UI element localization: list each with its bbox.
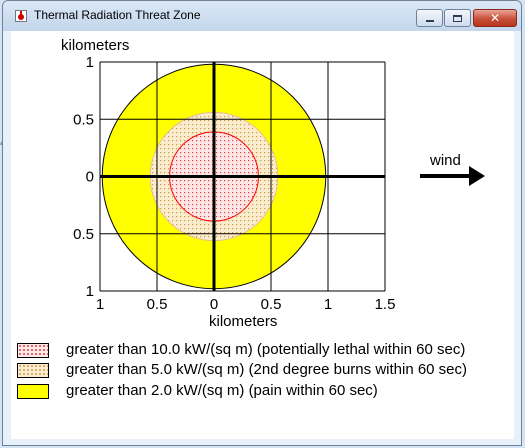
close-icon: ✕ — [489, 11, 501, 25]
app-icon[interactable] — [15, 10, 27, 22]
threat-zone-plot: 10.500.511 0.5 0 0.5 1 1.5 kilometers kilomet… — [61, 37, 485, 330]
legend-swatch-pain — [17, 384, 49, 399]
close-button[interactable]: ✕ — [473, 9, 517, 27]
client-area: 1 0.5 0 0.5 1 1 0.5 0 0.5 1 1.5 kilometers kilomet… — [11, 31, 514, 439]
minimize-icon — [425, 20, 434, 22]
y-axis-label: kilometers — [61, 37, 129, 54]
maximize-button[interactable] — [444, 9, 471, 27]
x-tick-label: 1.5 — [375, 296, 396, 313]
x-tick-label: 0.5 — [147, 296, 168, 313]
grid-layer — [99, 61, 386, 292]
legend-swatch-lethal — [17, 343, 49, 358]
tick-labels: 10.500.511 0.5 0 0.5 1 1.5 — [73, 54, 395, 313]
y-tick-label: 1 — [86, 283, 94, 300]
y-tick-label: 0 — [86, 169, 94, 186]
x-tick-label: 0 — [210, 296, 218, 313]
x-tick-label: 1 — [96, 296, 104, 313]
legend-text-lethal: greater than 10.0 kW/(sq m) (potentially… — [66, 341, 466, 358]
x-tick-label: 0.5 — [261, 296, 282, 313]
y-tick-label: 0.5 — [73, 111, 94, 128]
maximize-icon — [453, 14, 462, 22]
title-bar[interactable]: Thermal Radiation Threat Zone ✕ — [3, 1, 521, 31]
minimize-button[interactable] — [416, 9, 443, 27]
wind-label: wind — [429, 152, 461, 169]
x-tick-label: 1 — [324, 296, 332, 313]
legend-text-burns: greater than 5.0 kW/(sq m) (2nd degree b… — [66, 361, 468, 378]
y-tick-label: 0.5 — [73, 226, 94, 243]
legend-text-pain: greater than 2.0 kW/(sq m) (pain within … — [66, 382, 378, 399]
legend-swatch-burns — [17, 363, 49, 378]
wind-arrow-icon — [420, 166, 485, 186]
x-axis-label: kilometers — [209, 313, 277, 330]
y-tick-label: 1 — [86, 54, 94, 71]
window-title: Thermal Radiation Threat Zone — [34, 8, 201, 22]
